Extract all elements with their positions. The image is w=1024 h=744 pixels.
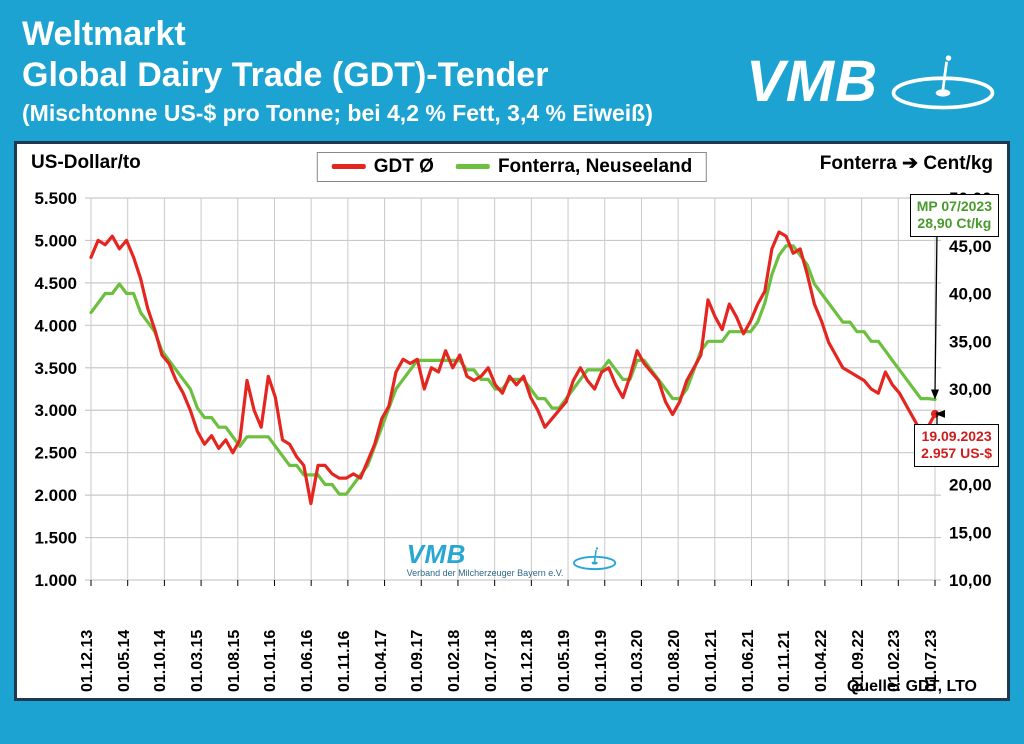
vmb-logo-icon	[888, 46, 998, 116]
callout-fonterra: MP 07/2023 28,90 Ct/kg	[910, 194, 999, 237]
y-right-unit: Cent/kg	[923, 153, 993, 174]
watermark-icon	[571, 543, 617, 573]
watermark-sub: Verband der Milcherzeuger Bayern e.V.	[407, 568, 564, 578]
vmb-logo-text: VMB	[746, 48, 878, 115]
legend-swatch	[332, 164, 366, 169]
legend-swatch	[456, 164, 490, 169]
x-tick-label: 01.05.14	[116, 629, 134, 691]
callout-line: 19.09.2023	[921, 428, 992, 446]
x-tick-label: 01.06.16	[299, 629, 317, 691]
x-tick-label: 01.10.19	[593, 629, 611, 691]
callout-line: MP 07/2023	[917, 198, 992, 216]
svg-text:1.500: 1.500	[34, 528, 77, 547]
svg-text:5.000: 5.000	[34, 231, 77, 250]
x-tick-label: 01.03.15	[189, 629, 207, 691]
svg-text:4.000: 4.000	[34, 316, 77, 335]
x-tick-label: 01.09.17	[409, 629, 427, 691]
x-tick-label: 01.06.21	[740, 629, 758, 691]
x-tick-label: 01.05.19	[556, 629, 574, 691]
header: Weltmarkt Global Dairy Trade (GDT)-Tende…	[10, 10, 1014, 141]
svg-text:15,00: 15,00	[949, 523, 992, 542]
callout-gdt: 19.09.2023 2.957 US-$	[914, 424, 999, 467]
arrow-icon: ➔	[902, 153, 918, 174]
source-text: Quelle: GDT, LTO	[847, 678, 977, 696]
x-tick-label: 01.12.18	[519, 629, 537, 691]
x-tick-label: 01.01.16	[262, 629, 280, 691]
svg-text:30,00: 30,00	[949, 380, 992, 399]
legend-item-fonterra: Fonterra, Neuseeland	[456, 156, 692, 178]
x-tick-label: 01.04.22	[813, 629, 831, 691]
svg-text:3.000: 3.000	[34, 401, 77, 420]
legend-label: Fonterra, Neuseeland	[498, 156, 692, 178]
x-tick-label: 01.07.18	[483, 629, 501, 691]
x-tick-label: 01.01.21	[703, 629, 721, 691]
plot-area: 1.0001.5002.0002.5003.0003.5004.0004.500…	[85, 188, 941, 588]
x-tick-label: 01.12.13	[79, 629, 97, 691]
svg-text:4.500: 4.500	[34, 273, 77, 292]
legend-label: GDT Ø	[374, 156, 434, 178]
watermark-text: VMB	[407, 539, 466, 569]
x-axis: 01.12.1301.05.1401.10.1401.03.1501.08.15…	[85, 592, 941, 692]
svg-text:1.000: 1.000	[34, 571, 77, 590]
legend-item-gdt: GDT Ø	[332, 156, 434, 178]
vmb-logo: VMB	[746, 46, 998, 116]
svg-text:3.500: 3.500	[34, 358, 77, 377]
svg-text:45,00: 45,00	[949, 236, 992, 255]
svg-text:10,00: 10,00	[949, 571, 992, 590]
y-left-axis-title: US-Dollar/to	[31, 152, 141, 174]
x-tick-label: 01.08.15	[226, 629, 244, 691]
y-right-axis-title: Fonterra ➔ Cent/kg	[820, 152, 993, 175]
legend: GDT Ø Fonterra, Neuseeland	[317, 152, 707, 182]
callout-line: 2.957 US-$	[921, 445, 992, 463]
chart-frame: US-Dollar/to Fonterra ➔ Cent/kg GDT Ø Fo…	[14, 141, 1010, 701]
svg-text:35,00: 35,00	[949, 332, 992, 351]
x-tick-label: 01.10.14	[152, 629, 170, 691]
x-tick-label: 01.02.18	[446, 629, 464, 691]
chart-svg: 1.0001.5002.0002.5003.0003.5004.0004.500…	[85, 188, 941, 588]
chart-container: Weltmarkt Global Dairy Trade (GDT)-Tende…	[0, 0, 1024, 744]
callout-line: 28,90 Ct/kg	[917, 215, 992, 233]
x-tick-label: 01.11.21	[776, 630, 794, 691]
x-tick-label: 01.08.20	[666, 629, 684, 691]
svg-text:2.500: 2.500	[34, 443, 77, 462]
x-tick-label: 01.11.16	[336, 630, 354, 691]
x-tick-label: 01.04.17	[373, 629, 391, 691]
vmb-watermark: VMB Verband der Milcherzeuger Bayern e.V…	[407, 539, 618, 578]
y-right-prefix: Fonterra	[820, 153, 897, 174]
x-tick-label: 01.03.20	[629, 629, 647, 691]
svg-text:5.500: 5.500	[34, 189, 77, 208]
svg-text:20,00: 20,00	[949, 475, 992, 494]
svg-text:2.000: 2.000	[34, 486, 77, 505]
svg-text:40,00: 40,00	[949, 284, 992, 303]
